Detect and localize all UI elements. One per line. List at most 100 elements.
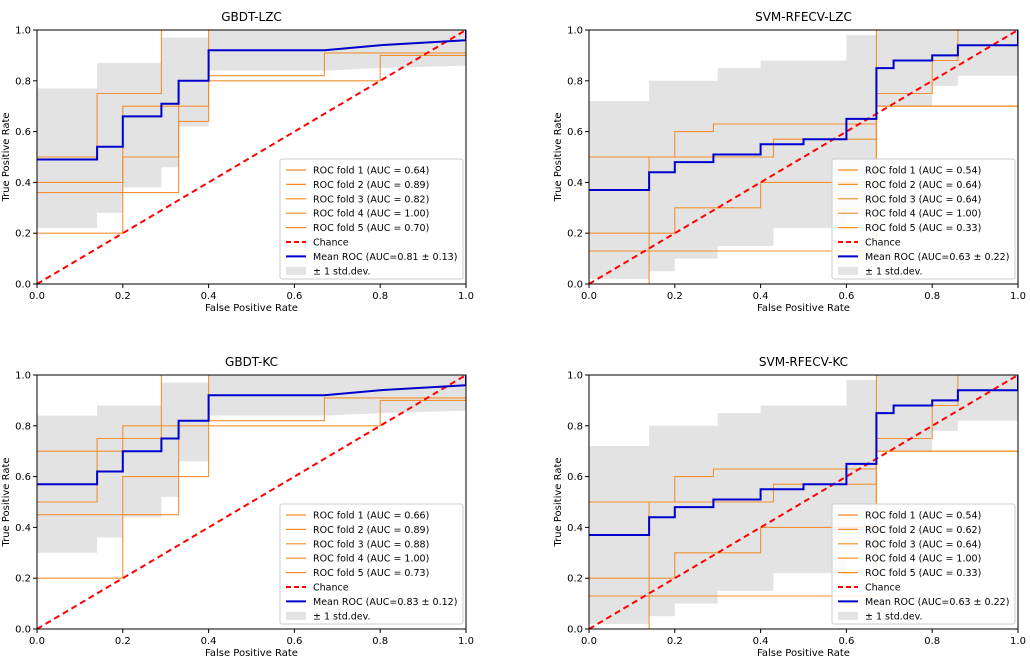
y-tick-label: 0.4 (15, 523, 31, 534)
y-axis-label: True Positive Rate (553, 457, 564, 547)
y-tick-label: 0.2 (567, 574, 583, 585)
y-tick-label: 0.6 (15, 127, 31, 138)
roc-fold-1-line (37, 54, 466, 234)
y-tick-label: 0.8 (15, 76, 31, 87)
legend: ROC fold 1 (AUC = 0.64) ROC fold 2 (AUC =… (279, 158, 464, 280)
x-tick-label: 0.6 (286, 636, 302, 647)
legend-fold-4-label: ROC fold 4 (AUC = 1.00) (313, 554, 429, 565)
x-tick-label: 0.2 (115, 636, 131, 647)
roc-panel-4: 0.0 0.2 0.4 0.6 0.8 1.0 0.0 0.2 0.4 0.6 0.8 1.0 SVM-… (553, 355, 1026, 659)
x-tick-label: 0.8 (924, 636, 940, 647)
legend-fold-3-label: ROC fold 3 (AUC = 0.88) (313, 539, 429, 550)
legend-fold-3-label: ROC fold 3 (AUC = 0.64) (865, 539, 981, 550)
legend-mean-label: Mean ROC (AUC=0.81 ± 0.13) (313, 252, 457, 263)
plot-area (37, 375, 466, 629)
x-tick-label: 0.4 (753, 291, 769, 302)
legend-chance-label: Chance (865, 583, 901, 594)
legend-std-label: ± 1 std.dev. (865, 611, 923, 622)
legend-fold-2-label: ROC fold 2 (AUC = 0.89) (313, 180, 429, 191)
y-tick-label: 1.0 (567, 371, 583, 382)
legend: ROC fold 1 (AUC = 0.54) ROC fold 2 (AUC =… (831, 158, 1016, 280)
legend-fold-5-label: ROC fold 5 (AUC = 0.33) (865, 568, 981, 579)
x-tick-label: 0.4 (753, 636, 769, 647)
legend-std-label: ± 1 std.dev. (313, 611, 371, 622)
axes-frame (36, 29, 467, 285)
legend-fold-5-label: ROC fold 5 (AUC = 0.33) (865, 223, 981, 234)
roc-panel-2: 0.0 0.2 0.4 0.6 0.8 1.0 0.0 0.2 0.4 0.6 0.8 1.0 SVM-… (553, 10, 1026, 314)
x-tick-label: 1.0 (458, 636, 474, 647)
roc-fold-1-line (37, 399, 466, 579)
x-tick-label: 0.8 (924, 291, 940, 302)
x-axis-label: False Positive Rate (757, 303, 850, 314)
x-axis-label: False Positive Rate (757, 648, 850, 659)
plot-area (589, 30, 1018, 284)
y-tick-label: 0.2 (567, 229, 583, 240)
y-tick-label: 0.2 (15, 574, 31, 585)
axes-frame (36, 374, 467, 630)
std-band (37, 30, 466, 229)
legend-std-swatch (838, 266, 858, 275)
plot-area (589, 375, 1018, 629)
x-tick-label: 0.0 (581, 636, 597, 647)
legend-std-swatch (286, 266, 306, 275)
legend-fold-5-label: ROC fold 5 (AUC = 0.70) (313, 223, 429, 234)
axes-frame (588, 29, 1019, 285)
y-tick-label: 0.8 (15, 421, 31, 432)
y-axis-label: True Positive Rate (1, 457, 12, 547)
x-tick-label: 0.2 (667, 291, 683, 302)
legend-box (831, 158, 1016, 280)
roc-fold-3-line (37, 30, 466, 158)
x-axis-label: False Positive Rate (205, 303, 298, 314)
x-tick-label: 0.2 (667, 636, 683, 647)
x-tick-label: 0.2 (115, 291, 131, 302)
y-tick-label: 0.4 (567, 178, 583, 189)
y-axis-label: True Positive Rate (553, 112, 564, 202)
legend: ROC fold 1 (AUC = 0.54) ROC fold 2 (AUC =… (831, 503, 1016, 625)
x-tick-label: 0.6 (838, 291, 854, 302)
y-tick-label: 0.0 (15, 280, 31, 291)
legend-fold-5-label: ROC fold 5 (AUC = 0.73) (313, 568, 429, 579)
legend-std-label: ± 1 std.dev. (865, 266, 923, 277)
mean-roc-line (589, 375, 1018, 536)
chance-line (37, 375, 466, 629)
legend-box (279, 503, 464, 625)
y-axis-label: True Positive Rate (1, 112, 12, 202)
axes-frame (588, 374, 1019, 630)
mean-roc-line (589, 30, 1018, 191)
plot-area (37, 30, 466, 284)
roc-fold-2-line (37, 375, 466, 452)
chart-title: GBDT-KC (225, 355, 278, 369)
y-tick-label: 0.6 (567, 472, 583, 483)
mean-roc-line (37, 375, 466, 486)
x-tick-label: 0.4 (201, 636, 217, 647)
std-band (37, 375, 466, 553)
legend-std-swatch (286, 611, 306, 620)
y-tick-label: 1.0 (15, 371, 31, 382)
x-tick-label: 0.4 (201, 291, 217, 302)
chance-line (37, 30, 466, 284)
y-tick-label: 0.4 (15, 178, 31, 189)
roc-fold-3-line (37, 375, 466, 503)
roc-panel-1: 0.0 0.2 0.4 0.6 0.8 1.0 0.0 0.2 0.4 0.6 0.8 1.0 GBDT… (1, 10, 474, 314)
x-axis-label: False Positive Rate (205, 648, 298, 659)
roc-fold-2-line (37, 30, 466, 183)
chart-title: SVM-RFECV-KC (759, 355, 848, 369)
legend-box (831, 503, 1016, 625)
legend-chance-label: Chance (313, 583, 349, 594)
y-tick-label: 0.4 (567, 523, 583, 534)
legend-chance-label: Chance (865, 238, 901, 249)
legend: ROC fold 1 (AUC = 0.66) ROC fold 2 (AUC =… (279, 503, 464, 625)
chance-line (589, 375, 1018, 629)
y-tick-label: 0.0 (567, 625, 583, 636)
x-tick-label: 0.6 (838, 636, 854, 647)
chance-line (589, 30, 1018, 284)
legend-fold-3-label: ROC fold 3 (AUC = 0.64) (865, 194, 981, 205)
y-tick-label: 0.2 (15, 229, 31, 240)
chart-title: SVM-RFECV-LZC (755, 10, 852, 24)
legend-std-label: ± 1 std.dev. (313, 266, 371, 277)
std-band (589, 375, 1018, 624)
x-tick-label: 1.0 (1010, 636, 1026, 647)
legend-std-swatch (838, 611, 858, 620)
chart-title: GBDT-LZC (221, 10, 282, 24)
legend-mean-label: Mean ROC (AUC=0.83 ± 0.12) (313, 597, 457, 608)
